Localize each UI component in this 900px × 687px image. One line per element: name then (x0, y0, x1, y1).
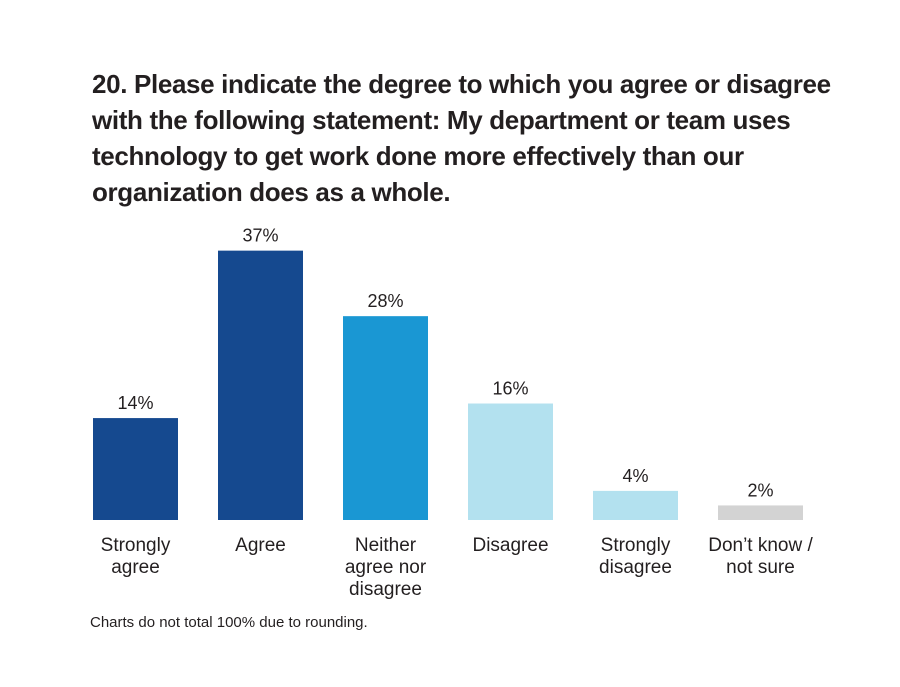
bar-4 (468, 403, 553, 520)
bar-2 (218, 250, 303, 520)
footnote: Charts do not total 100% due to rounding… (90, 614, 368, 631)
chart-title: 20. Please indicate the degree to which … (92, 69, 831, 207)
category-label-6: Don’t know / not sure (708, 535, 813, 578)
category-labels-layer: Strongly agree Agree Neither agree nor disagr… (101, 535, 814, 600)
category-label-2: Agree (235, 535, 286, 556)
data-label-1: 14% (117, 393, 153, 413)
category-label-3: Neither agree nor disagree (345, 535, 427, 600)
category-label-4: Disagree (472, 535, 548, 556)
data-label-5: 4% (622, 466, 648, 486)
bars-layer (93, 250, 803, 520)
bar-1 (93, 418, 178, 520)
data-label-4: 16% (492, 379, 528, 399)
category-label-5: Strongly disagree (599, 535, 672, 578)
bar-6 (718, 505, 803, 520)
bar-5 (593, 490, 678, 520)
value-labels-layer: 14% 37% 28% 16% 4% 2% (117, 226, 773, 501)
data-label-6: 2% (747, 480, 773, 500)
data-label-3: 28% (367, 291, 403, 311)
data-label-2: 37% (242, 226, 278, 246)
category-label-1: Strongly agree (101, 535, 171, 578)
bar-3 (343, 316, 428, 520)
